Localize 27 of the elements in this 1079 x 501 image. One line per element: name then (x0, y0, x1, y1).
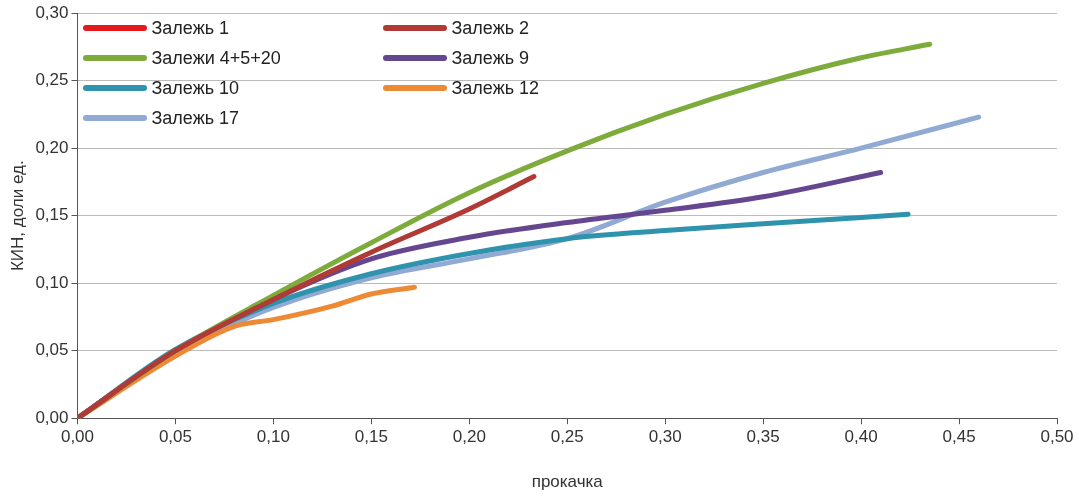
legend-label: Залежь 2 (451, 17, 530, 39)
y-tick-label: 0,20 (35, 137, 69, 157)
y-tick-label: 0,10 (35, 272, 69, 292)
x-tick-label: 0,50 (1040, 427, 1074, 447)
x-tick-label: 0,45 (942, 427, 976, 447)
y-tick-label: 0,00 (35, 407, 69, 427)
x-tick-label: 0,15 (354, 427, 388, 447)
x-axis-title: прокачка (531, 472, 604, 492)
y-tick-label: 0,05 (35, 340, 69, 360)
x-tick-label: 0,40 (844, 427, 878, 447)
legend-label: Залежь 17 (151, 107, 240, 129)
x-tick-label: 0,00 (60, 427, 95, 447)
x-tick-label: 0,25 (550, 427, 584, 447)
x-tick-label: 0,20 (452, 427, 486, 447)
x-tick-label: 0,10 (256, 427, 290, 447)
y-axis-title: КИН, доли ед. (7, 160, 27, 272)
x-tick-label: 0,05 (158, 427, 192, 447)
legend-label: Залежь 10 (151, 77, 240, 99)
legend-label: Залежь 12 (451, 77, 540, 99)
x-tick-label: 0,30 (648, 427, 682, 447)
legend-label: Залежь 1 (151, 17, 230, 39)
y-tick-label: 0,25 (35, 70, 69, 90)
legend-label: Залежь 9 (451, 47, 530, 69)
y-tick-label: 0,15 (35, 205, 69, 225)
x-tick-label: 0,35 (746, 427, 780, 447)
legend-label: Залежи 4+5+20 (151, 47, 281, 69)
y-tick-label: 0,30 (35, 2, 69, 22)
